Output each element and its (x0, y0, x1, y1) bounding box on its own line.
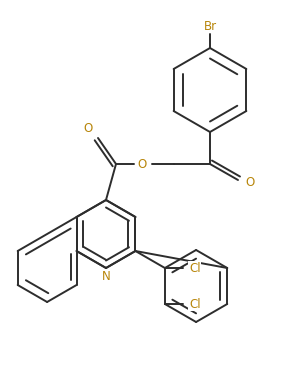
Text: O: O (245, 175, 255, 188)
Text: Br: Br (204, 19, 217, 33)
Text: O: O (137, 157, 147, 171)
Text: Cl: Cl (189, 297, 201, 310)
Text: O: O (84, 122, 93, 135)
Text: Cl: Cl (189, 261, 201, 275)
Text: N: N (102, 270, 110, 282)
